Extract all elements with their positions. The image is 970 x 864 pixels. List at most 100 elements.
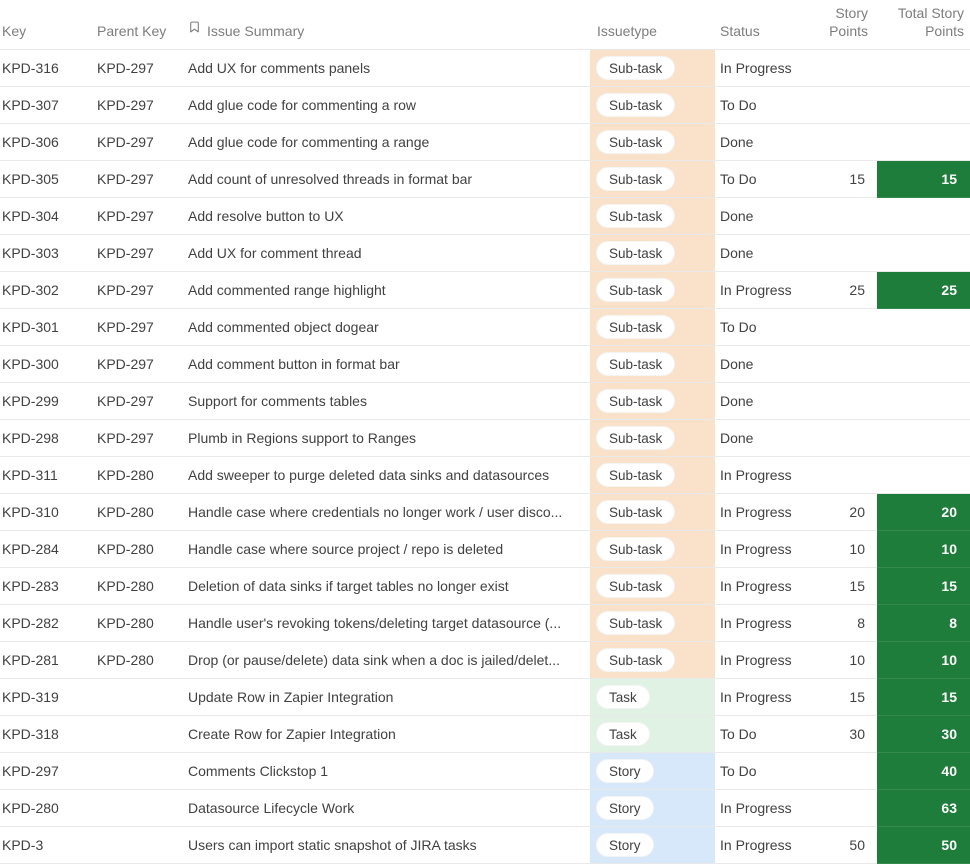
issue-summary-cell[interactable]: Handle case where source project / repo … [186,531,590,568]
total-story-points-cell[interactable] [877,457,970,494]
issue-key-cell[interactable]: KPD-306 [0,124,95,161]
story-points-cell[interactable] [820,50,877,87]
status-cell[interactable]: Done [715,383,820,420]
table-row[interactable]: KPD-281 KPD-280 Drop (or pause/delete) d… [0,642,970,679]
parent-key-cell[interactable]: KPD-280 [95,568,186,605]
status-cell[interactable]: Done [715,235,820,272]
column-header-parent-key[interactable]: Parent Key [95,0,186,50]
total-story-points-cell[interactable]: 15 [877,679,970,716]
parent-key-cell[interactable]: KPD-297 [95,50,186,87]
total-story-points-cell[interactable]: 50 [877,827,970,864]
total-story-points-cell[interactable]: 8 [877,605,970,642]
issue-summary-cell[interactable]: Plumb in Regions support to Ranges [186,420,590,457]
story-points-cell[interactable]: 10 [820,642,877,679]
story-points-cell[interactable] [820,198,877,235]
story-points-cell[interactable]: 15 [820,161,877,198]
story-points-cell[interactable]: 15 [820,679,877,716]
story-points-cell[interactable]: 50 [820,827,877,864]
table-row[interactable]: KPD-298 KPD-297 Plumb in Regions support… [0,420,970,457]
table-row[interactable]: KPD-304 KPD-297 Add resolve button to UX… [0,198,970,235]
status-cell[interactable]: In Progress [715,642,820,679]
status-cell[interactable]: To Do [715,716,820,753]
total-story-points-cell[interactable]: 20 [877,494,970,531]
issue-summary-cell[interactable]: Add glue code for commenting a row [186,87,590,124]
issue-key-cell[interactable]: KPD-281 [0,642,95,679]
parent-key-cell[interactable]: KPD-297 [95,420,186,457]
issue-key-cell[interactable]: KPD-307 [0,87,95,124]
issue-summary-cell[interactable]: Add comment button in format bar [186,346,590,383]
parent-key-cell[interactable]: KPD-297 [95,309,186,346]
parent-key-cell[interactable]: KPD-280 [95,605,186,642]
issue-summary-cell[interactable]: Add sweeper to purge deleted data sinks … [186,457,590,494]
issue-key-cell[interactable]: KPD-304 [0,198,95,235]
table-row[interactable]: KPD-310 KPD-280 Handle case where creden… [0,494,970,531]
status-cell[interactable]: In Progress [715,679,820,716]
column-header-issuetype[interactable]: Issuetype [590,0,715,50]
issue-summary-cell[interactable]: Deletion of data sinks if target tables … [186,568,590,605]
issuetype-cell[interactable]: Story [590,790,715,827]
total-story-points-cell[interactable] [877,235,970,272]
issuetype-cell[interactable]: Task [590,679,715,716]
status-cell[interactable]: In Progress [715,531,820,568]
table-row[interactable]: KPD-319 Update Row in Zapier Integration… [0,679,970,716]
issue-key-cell[interactable]: KPD-297 [0,753,95,790]
issue-summary-cell[interactable]: Add glue code for commenting a range [186,124,590,161]
status-cell[interactable]: To Do [715,161,820,198]
table-row[interactable]: KPD-284 KPD-280 Handle case where source… [0,531,970,568]
issue-summary-cell[interactable]: Handle case where credentials no longer … [186,494,590,531]
table-row[interactable]: KPD-297 Comments Clickstop 1 Story To Do… [0,753,970,790]
issue-key-cell[interactable]: KPD-302 [0,272,95,309]
story-points-cell[interactable] [820,235,877,272]
parent-key-cell[interactable]: KPD-280 [95,457,186,494]
status-cell[interactable]: In Progress [715,605,820,642]
parent-key-cell[interactable]: KPD-297 [95,87,186,124]
story-points-cell[interactable] [820,346,877,383]
issuetype-cell[interactable]: Sub-task [590,198,715,235]
parent-key-cell[interactable]: KPD-297 [95,124,186,161]
table-row[interactable]: KPD-283 KPD-280 Deletion of data sinks i… [0,568,970,605]
parent-key-cell[interactable] [95,790,186,827]
status-cell[interactable]: In Progress [715,272,820,309]
story-points-cell[interactable]: 15 [820,568,877,605]
issue-summary-cell[interactable]: Add resolve button to UX [186,198,590,235]
issue-key-cell[interactable]: KPD-283 [0,568,95,605]
table-row[interactable]: KPD-303 KPD-297 Add UX for comment threa… [0,235,970,272]
table-row[interactable]: KPD-316 KPD-297 Add UX for comments pane… [0,50,970,87]
table-row[interactable]: KPD-282 KPD-280 Handle user's revoking t… [0,605,970,642]
status-cell[interactable]: Done [715,420,820,457]
total-story-points-cell[interactable]: 40 [877,753,970,790]
issuetype-cell[interactable]: Sub-task [590,568,715,605]
issue-summary-cell[interactable]: Update Row in Zapier Integration [186,679,590,716]
issue-key-cell[interactable]: KPD-303 [0,235,95,272]
story-points-cell[interactable] [820,790,877,827]
total-story-points-cell[interactable] [877,198,970,235]
story-points-cell[interactable]: 25 [820,272,877,309]
total-story-points-cell[interactable] [877,309,970,346]
story-points-cell[interactable]: 30 [820,716,877,753]
issuetype-cell[interactable]: Sub-task [590,494,715,531]
issuetype-cell[interactable]: Sub-task [590,605,715,642]
total-story-points-cell[interactable]: 30 [877,716,970,753]
total-story-points-cell[interactable] [877,383,970,420]
issuetype-cell[interactable]: Sub-task [590,457,715,494]
table-row[interactable]: KPD-300 KPD-297 Add comment button in fo… [0,346,970,383]
story-points-cell[interactable] [820,457,877,494]
issuetype-cell[interactable]: Story [590,753,715,790]
issue-summary-cell[interactable]: Add UX for comment thread [186,235,590,272]
total-story-points-cell[interactable] [877,346,970,383]
total-story-points-cell[interactable] [877,420,970,457]
issue-key-cell[interactable]: KPD-319 [0,679,95,716]
story-points-cell[interactable] [820,383,877,420]
issue-summary-cell[interactable]: Handle user's revoking tokens/deleting t… [186,605,590,642]
issue-key-cell[interactable]: KPD-284 [0,531,95,568]
status-cell[interactable]: Done [715,198,820,235]
issue-key-cell[interactable]: KPD-310 [0,494,95,531]
table-row[interactable]: KPD-307 KPD-297 Add glue code for commen… [0,87,970,124]
column-header-story-points[interactable]: Story Points [820,0,877,50]
issue-key-cell[interactable]: KPD-316 [0,50,95,87]
parent-key-cell[interactable] [95,679,186,716]
status-cell[interactable]: In Progress [715,457,820,494]
story-points-cell[interactable] [820,309,877,346]
issue-summary-cell[interactable]: Add count of unresolved threads in forma… [186,161,590,198]
issue-key-cell[interactable]: KPD-301 [0,309,95,346]
